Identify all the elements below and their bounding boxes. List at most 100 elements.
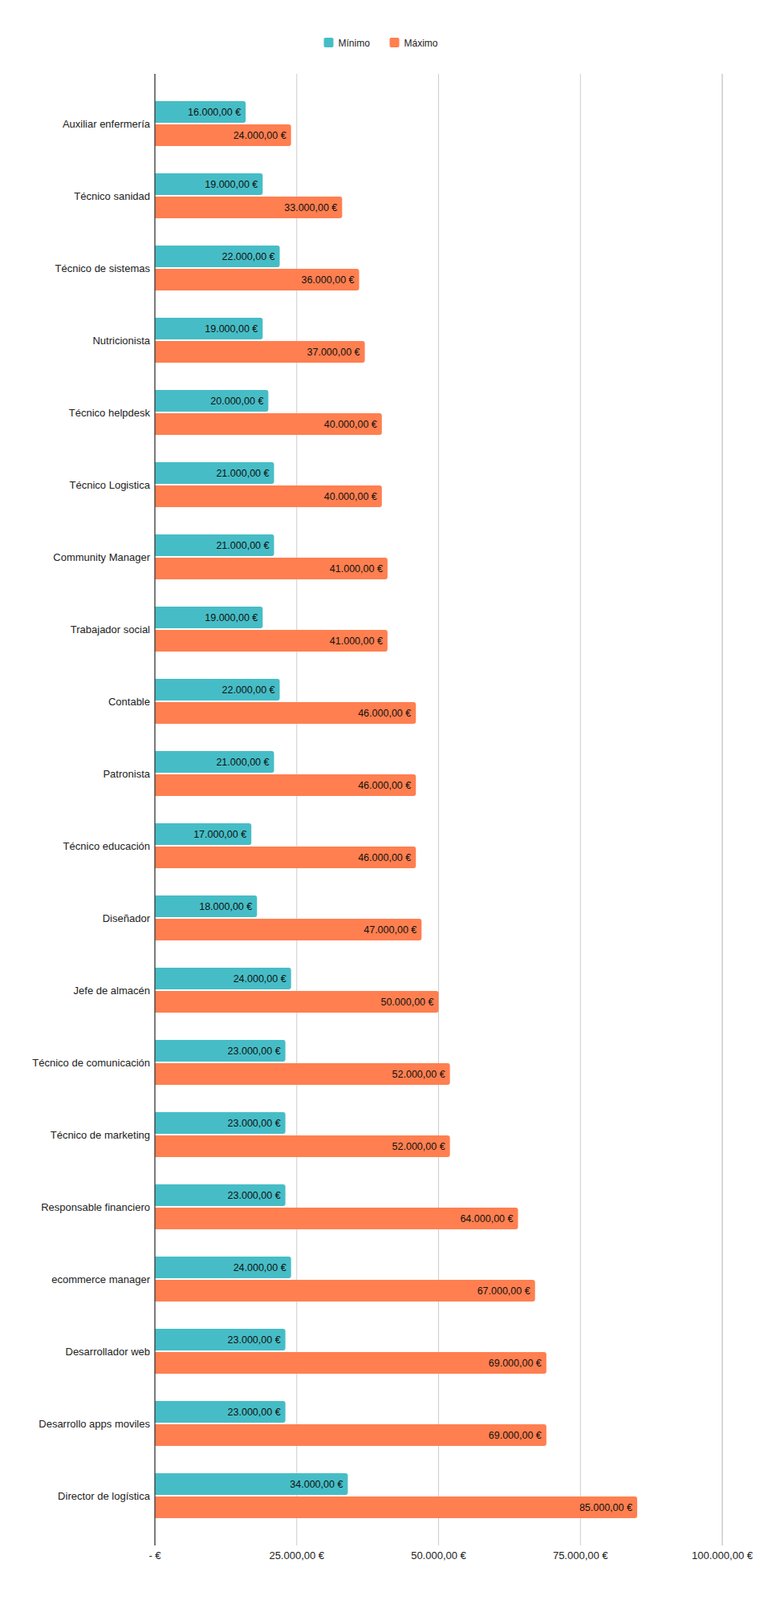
legend-label: Máximo (404, 37, 439, 49)
data-label: 18.000,00 € (199, 901, 252, 913)
data-label: 23.000,00 € (227, 1045, 281, 1057)
data-label: 22.000,00 € (221, 684, 275, 696)
bar (154, 341, 366, 363)
data-label: 52.000,00 € (392, 1141, 446, 1153)
tick-label: 50.000,00 € (410, 1549, 467, 1562)
data-label: 21.000,00 € (215, 467, 269, 480)
category-label: Técnico sanidad (73, 190, 151, 203)
data-label: 40.000,00 € (324, 418, 378, 431)
data-label: 41.000,00 € (329, 635, 383, 647)
bar (154, 1280, 536, 1302)
bar (154, 1352, 547, 1374)
data-label: 46.000,00 € (357, 780, 411, 792)
bar (154, 124, 292, 147)
category-label: Desarrollador web (65, 1345, 151, 1358)
data-label: 17.000,00 € (193, 829, 247, 841)
category-label: Técnico helpdesk (69, 406, 151, 419)
data-label: 50.000,00 € (380, 996, 434, 1008)
bar (154, 101, 246, 123)
data-label: 23.000,00 € (227, 1117, 281, 1130)
bar (154, 1063, 451, 1086)
bar (154, 1112, 286, 1134)
legend-swatch (324, 37, 334, 48)
category-label: Nutricionista (92, 334, 151, 347)
bar (154, 1256, 292, 1279)
bar (154, 991, 439, 1013)
data-label: 24.000,00 € (233, 1262, 287, 1274)
bar (154, 317, 263, 340)
category-label: Community Manager (52, 551, 151, 564)
data-labels: 16.000,00 €24.000,00 €19.000,00 €33.000,… (187, 106, 633, 1514)
data-label: 16.000,00 € (187, 106, 241, 118)
category-label: Auxiliar enfermería (62, 117, 151, 131)
bar (154, 1328, 286, 1351)
bar (154, 534, 274, 557)
bar (154, 557, 388, 580)
bar (154, 678, 281, 701)
category-label: Técnico de sistemas (55, 262, 151, 275)
bar (154, 918, 422, 941)
category-label: Responsable financiero (40, 1201, 151, 1214)
data-label: 52.000,00 € (392, 1068, 446, 1081)
legend-swatch (390, 37, 400, 48)
bar (154, 1040, 286, 1062)
bar (154, 462, 274, 484)
bar (154, 1184, 286, 1207)
data-label: 40.000,00 € (324, 491, 378, 503)
bar (154, 606, 263, 629)
tick-label: 100.000,00 € (691, 1549, 754, 1562)
bar (154, 967, 292, 990)
data-label: 36.000,00 € (300, 274, 354, 286)
tick-label: 25.000,00 € (268, 1549, 325, 1562)
bar (154, 1496, 638, 1519)
category-label: Contable (108, 695, 151, 708)
grid-line (722, 73, 724, 1546)
category-label: Técnico Logistica (69, 479, 151, 492)
bar (154, 390, 269, 412)
grid-line (154, 73, 156, 1546)
bar (154, 413, 383, 435)
data-label: 21.000,00 € (215, 540, 269, 552)
data-label: 23.000,00 € (227, 1334, 281, 1346)
grid-line (296, 73, 297, 1546)
tick-label: 75.000,00 € (552, 1549, 609, 1562)
category-label: Técnico de marketing (50, 1129, 151, 1142)
data-label: 19.000,00 € (204, 178, 258, 191)
bar (154, 196, 342, 219)
data-label: 20.000,00 € (210, 395, 264, 407)
legend: Mínimo Máximo (324, 37, 439, 49)
category-label: Diseñador (102, 912, 151, 925)
data-label: 24.000,00 € (233, 973, 287, 985)
bar (154, 629, 388, 652)
bar (154, 245, 281, 268)
data-label: 22.000,00 € (221, 251, 275, 263)
data-label: 67.000,00 € (477, 1285, 531, 1297)
tick-label: - € (148, 1549, 162, 1562)
bar (154, 1135, 451, 1158)
category-label: ecommerce manager (51, 1273, 151, 1286)
bar (154, 1401, 286, 1423)
grid-line (580, 73, 582, 1546)
data-label: 46.000,00 € (357, 707, 411, 720)
bar (154, 823, 252, 846)
category-label: Jefe de almacén (73, 984, 151, 997)
data-label: 19.000,00 € (204, 612, 258, 624)
category-label: Director de logística (57, 1490, 151, 1503)
data-label: 24.000,00 € (233, 130, 287, 142)
bar (154, 1473, 348, 1496)
data-label: 34.000,00 € (289, 1479, 343, 1491)
category-label: Patronista (102, 768, 151, 781)
bar (154, 1424, 547, 1447)
bars (154, 101, 638, 1519)
data-label: 19.000,00 € (204, 323, 258, 335)
data-label: 23.000,00 € (227, 1406, 281, 1419)
data-label: 41.000,00 € (329, 563, 383, 575)
category-label: Técnico de comunicación (32, 1056, 151, 1069)
category-label: Técnico educación (63, 840, 151, 853)
bar (154, 1207, 518, 1230)
axis-line (154, 73, 155, 1546)
data-label: 37.000,00 € (307, 346, 361, 358)
legend-label: Mínimo (338, 37, 371, 49)
grid-line (438, 73, 439, 1546)
data-label: 23.000,00 € (227, 1190, 281, 1202)
